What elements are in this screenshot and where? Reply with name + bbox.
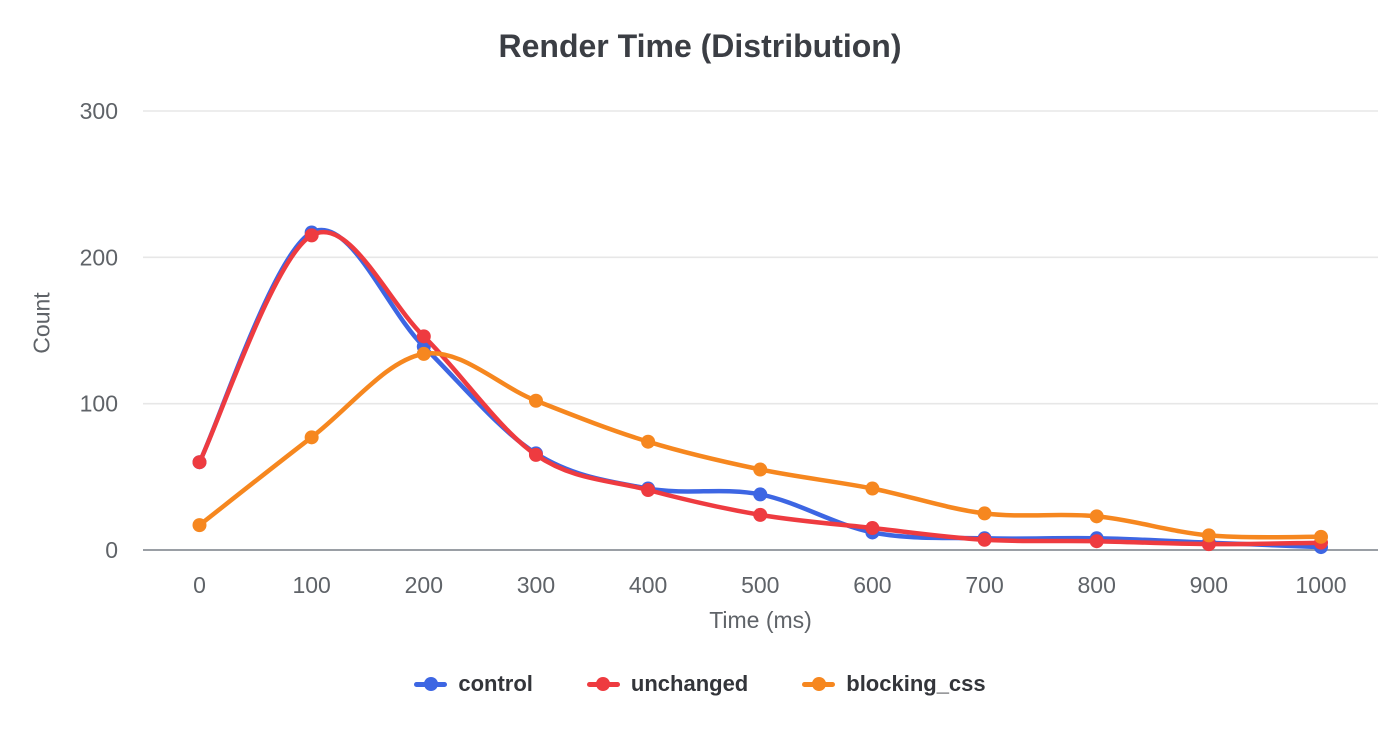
data-point-unchanged[interactable] xyxy=(977,532,992,547)
x-tick-label: 300 xyxy=(517,572,555,598)
data-point-blocking_css[interactable] xyxy=(304,430,319,445)
series-line-blocking_css xyxy=(197,351,1324,540)
legend-label: unchanged xyxy=(630,671,749,696)
x-tick-label: 800 xyxy=(1078,572,1116,598)
data-point-control[interactable] xyxy=(753,487,768,502)
y-tick-label: 300 xyxy=(80,98,118,124)
legend-line-icon xyxy=(414,677,448,691)
data-point-blocking_css[interactable] xyxy=(528,393,543,408)
x-tick-label: 500 xyxy=(741,572,779,598)
legend-item-unchanged[interactable]: unchanged xyxy=(586,671,749,697)
x-tick-label: 700 xyxy=(965,572,1003,598)
legend-item-control[interactable]: control xyxy=(414,671,533,697)
legend-label: blocking_css xyxy=(846,671,986,696)
x-tick-label: 200 xyxy=(405,572,443,598)
y-tick-label: 0 xyxy=(105,537,118,563)
data-point-blocking_css[interactable] xyxy=(753,462,768,477)
data-point-blocking_css[interactable] xyxy=(1314,529,1328,544)
data-point-blocking_css[interactable] xyxy=(865,481,880,496)
x-tick-label: 400 xyxy=(629,572,667,598)
x-tick-label: 0 xyxy=(193,572,206,598)
data-point-unchanged[interactable] xyxy=(304,228,319,243)
legend-dot-icon xyxy=(811,677,826,691)
chart-title: Render Time (Distribution) xyxy=(498,28,902,64)
data-point-blocking_css[interactable] xyxy=(1201,528,1216,543)
data-point-unchanged[interactable] xyxy=(528,447,543,462)
y-tick-label: 200 xyxy=(80,244,118,270)
x-axis-title: Time (ms) xyxy=(709,607,812,633)
legend-dot-icon xyxy=(423,677,438,691)
legend: control unchanged blocking_css xyxy=(0,671,1400,697)
data-point-blocking_css[interactable] xyxy=(641,434,656,449)
data-point-blocking_css[interactable] xyxy=(416,346,431,361)
data-point-blocking_css[interactable] xyxy=(1089,509,1104,524)
data-point-blocking_css[interactable] xyxy=(192,518,207,533)
data-point-unchanged[interactable] xyxy=(641,483,656,498)
x-tick-label: 100 xyxy=(292,572,330,598)
data-point-unchanged[interactable] xyxy=(865,521,880,536)
data-point-unchanged[interactable] xyxy=(753,507,768,522)
legend-dot-icon xyxy=(596,677,611,691)
data-point-unchanged[interactable] xyxy=(1089,534,1104,549)
x-tick-label: 600 xyxy=(853,572,891,598)
x-tick-label: 900 xyxy=(1190,572,1228,598)
data-point-unchanged[interactable] xyxy=(192,455,207,470)
series-line-unchanged xyxy=(197,230,1324,547)
legend-line-icon xyxy=(586,677,620,691)
data-point-blocking_css[interactable] xyxy=(977,506,992,521)
legend-line-icon xyxy=(802,677,836,691)
legend-label: control xyxy=(458,671,533,696)
x-tick-label: 1000 xyxy=(1295,572,1346,598)
y-tick-label: 100 xyxy=(80,391,118,417)
legend-item-blocking-css[interactable]: blocking_css xyxy=(802,671,986,697)
data-point-unchanged[interactable] xyxy=(416,329,431,344)
